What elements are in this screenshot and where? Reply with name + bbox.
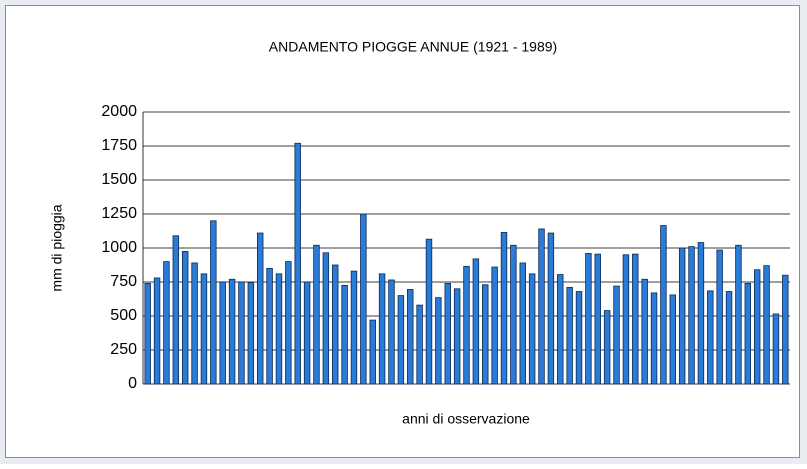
bar xyxy=(397,295,405,385)
bar xyxy=(660,225,667,385)
bar xyxy=(453,288,461,385)
bar xyxy=(510,244,517,385)
bar xyxy=(641,278,648,385)
bar xyxy=(669,294,677,385)
bar xyxy=(650,292,658,385)
bar xyxy=(294,142,301,385)
bar xyxy=(266,267,273,385)
bar xyxy=(322,252,330,385)
bar xyxy=(632,253,639,385)
bar xyxy=(575,291,583,385)
bar xyxy=(360,213,367,385)
bar xyxy=(153,277,161,385)
bar xyxy=(500,231,508,385)
bar xyxy=(332,264,339,385)
y-axis-label: mm di pioggia xyxy=(49,204,65,291)
bar xyxy=(491,266,498,385)
bar xyxy=(763,265,770,385)
bar xyxy=(388,279,395,385)
bar xyxy=(275,273,283,385)
bar xyxy=(200,273,208,385)
y-tick-label: 1000 xyxy=(101,239,137,256)
bar xyxy=(613,285,620,385)
bar xyxy=(697,242,705,385)
bar xyxy=(472,258,480,385)
bar xyxy=(435,297,442,385)
bar xyxy=(603,310,611,385)
bar xyxy=(369,319,376,385)
bar xyxy=(707,290,714,385)
bar xyxy=(538,228,545,385)
bar xyxy=(482,284,489,385)
bar xyxy=(528,273,536,385)
bar xyxy=(163,261,170,385)
bar xyxy=(753,269,761,385)
chart-border xyxy=(5,5,800,458)
y-tick-label: 750 xyxy=(110,273,137,290)
bar xyxy=(782,274,789,385)
chart-title: ANDAMENTO PIOGGE ANNUE (1921 - 1989) xyxy=(269,39,557,55)
bar xyxy=(594,253,601,385)
bar xyxy=(144,282,151,385)
bar xyxy=(191,262,198,385)
bar xyxy=(566,287,573,385)
bar xyxy=(688,246,695,385)
bar xyxy=(341,284,348,385)
y-tick-label: 2000 xyxy=(101,103,137,120)
bar xyxy=(416,304,423,385)
bar xyxy=(303,281,311,385)
x-axis-label: anni di osservazione xyxy=(402,411,530,427)
bar xyxy=(585,253,592,385)
y-tick-label: 500 xyxy=(110,307,137,324)
y-tick-label: 1250 xyxy=(101,205,137,222)
bar xyxy=(744,282,752,385)
y-tick-label: 250 xyxy=(110,341,137,358)
bar xyxy=(519,262,526,385)
bar xyxy=(425,238,433,385)
bar xyxy=(735,244,742,385)
y-tick-label: 0 xyxy=(128,375,137,392)
bar xyxy=(725,291,733,385)
bar xyxy=(350,270,358,385)
bar xyxy=(210,220,217,385)
bar xyxy=(247,282,255,385)
bar xyxy=(407,289,414,385)
bar xyxy=(378,273,386,385)
bar xyxy=(238,281,245,385)
bar xyxy=(219,281,226,385)
y-tick-label: 1750 xyxy=(101,137,137,154)
bar xyxy=(444,282,451,385)
bar xyxy=(256,232,264,385)
bar xyxy=(228,278,236,385)
bar xyxy=(463,265,470,385)
bar xyxy=(547,232,555,385)
bar xyxy=(181,250,189,385)
y-tick-label: 1500 xyxy=(101,171,137,188)
bar xyxy=(172,235,180,385)
bar xyxy=(557,274,564,385)
bar xyxy=(772,313,780,385)
bar xyxy=(716,249,723,385)
bar xyxy=(285,261,292,385)
bar xyxy=(622,254,630,385)
bar xyxy=(313,244,320,385)
bar xyxy=(678,247,686,385)
